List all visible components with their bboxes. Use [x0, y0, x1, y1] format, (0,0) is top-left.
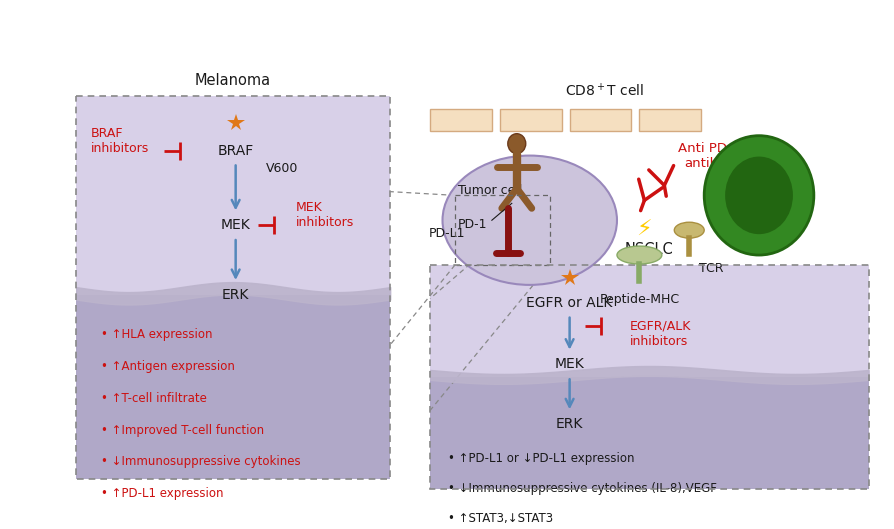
Bar — [76, 295, 390, 479]
Text: • ↓Immunosuppressive cytokines (IL-8),VEGF: • ↓Immunosuppressive cytokines (IL-8),VE… — [448, 482, 717, 495]
Bar — [76, 96, 390, 479]
Text: • ↑Improved T-cell function: • ↑Improved T-cell function — [101, 424, 265, 436]
Text: • ↑T-cell infiltrate: • ↑T-cell infiltrate — [101, 392, 207, 405]
Bar — [430, 377, 869, 489]
Text: Tumor cell: Tumor cell — [458, 184, 522, 197]
Ellipse shape — [508, 134, 526, 153]
Text: • ↑Antigen expression: • ↑Antigen expression — [101, 360, 235, 373]
Bar — [430, 265, 869, 489]
Text: EGFR/ALK
inhibitors: EGFR/ALK inhibitors — [629, 320, 691, 348]
Ellipse shape — [725, 157, 793, 234]
Text: V600: V600 — [266, 162, 298, 175]
Ellipse shape — [704, 135, 814, 255]
Ellipse shape — [617, 246, 662, 264]
Text: ERK: ERK — [222, 288, 249, 302]
Text: • ↑STAT3,↓STAT3: • ↑STAT3,↓STAT3 — [448, 512, 553, 525]
Text: ⚡: ⚡ — [637, 220, 653, 240]
Bar — [639, 109, 701, 131]
Text: NSCLC: NSCLC — [625, 242, 674, 257]
Bar — [500, 109, 561, 131]
Bar — [430, 109, 492, 131]
Text: Melanoma: Melanoma — [195, 73, 271, 88]
Bar — [569, 109, 631, 131]
Text: Peptide-MHC: Peptide-MHC — [599, 293, 679, 306]
Text: • ↑HLA expression: • ↑HLA expression — [101, 328, 213, 341]
Text: MEK: MEK — [555, 358, 585, 371]
Bar — [430, 265, 869, 489]
Ellipse shape — [674, 222, 704, 238]
Bar — [76, 96, 390, 479]
Text: PD-L1: PD-L1 — [428, 226, 465, 240]
Text: • ↑PD-L1 expression: • ↑PD-L1 expression — [101, 487, 224, 500]
Text: Anti PD-1/L1
antibodies: Anti PD-1/L1 antibodies — [678, 142, 761, 170]
Text: TCR: TCR — [699, 262, 724, 275]
Text: PD-1: PD-1 — [458, 218, 487, 231]
Text: ERK: ERK — [556, 417, 583, 431]
Text: MEK: MEK — [221, 218, 250, 232]
Ellipse shape — [443, 156, 617, 285]
Text: CD8$^+$T cell: CD8$^+$T cell — [565, 81, 644, 99]
Text: • ↑PD-L1 or ↓PD-L1 expression: • ↑PD-L1 or ↓PD-L1 expression — [448, 452, 635, 466]
Text: • ↓Immunosuppressive cytokines: • ↓Immunosuppressive cytokines — [101, 455, 300, 469]
Text: BRAF: BRAF — [217, 143, 254, 158]
Text: EGFR or ALK: EGFR or ALK — [527, 296, 612, 310]
Text: BRAF
inhibitors: BRAF inhibitors — [91, 126, 149, 154]
Text: MEK
inhibitors: MEK inhibitors — [296, 201, 354, 229]
Bar — [455, 195, 550, 265]
